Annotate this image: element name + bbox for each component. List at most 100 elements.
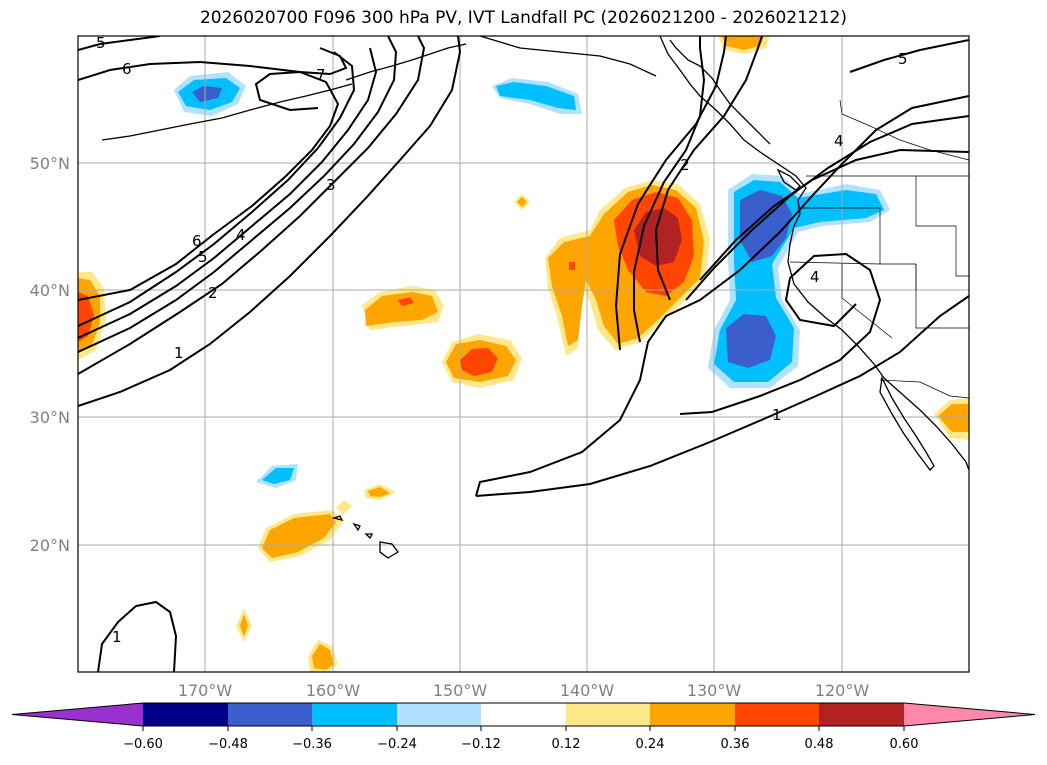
pv-contour-labels: 5 6 7 3 6 5 4 2 1 2 4 1 4 5 1 — [96, 34, 908, 646]
contour-label: 4 — [810, 268, 820, 286]
island-hawaii-1 — [379, 541, 399, 559]
lat-label: 50°N — [30, 154, 70, 173]
anomaly-patch-neg-hawaii-core — [262, 468, 294, 484]
anomaly-patch-hawaii-3 — [336, 500, 352, 514]
anomaly-main-dot — [569, 262, 575, 270]
contour-label: 1 — [772, 406, 782, 424]
colorbar-tick-label: −0.24 — [377, 737, 417, 752]
colorbar-bin — [143, 703, 228, 726]
pv-contours — [78, 36, 969, 672]
anomaly-patch-alaska-core — [722, 36, 764, 50]
anomaly-patch-hawaii-core — [262, 514, 336, 558]
pv-contour-3 — [78, 70, 340, 301]
lon-label: 170°W — [178, 681, 233, 700]
plot-area: 5 6 7 3 6 5 4 2 1 2 4 1 4 5 1 — [78, 34, 969, 672]
border-washington-oregon — [798, 207, 881, 264]
lon-label: 130°W — [687, 681, 742, 700]
map-title: 2026020700 F096 300 hPa PV, IVT Landfall… — [199, 8, 847, 28]
pv-contour-7 — [78, 47, 348, 81]
gridlines — [78, 36, 969, 672]
lon-label: 150°W — [433, 681, 488, 700]
colorbar-tick-label: 0.48 — [805, 737, 834, 752]
anomaly-patch-goa-core — [496, 82, 576, 110]
latitude-axis: 20°N 30°N 40°N 50°N — [30, 154, 70, 555]
colorbar-tick-labels: −0.60 −0.48 −0.36 −0.24 −0.12 0.12 0.24 … — [123, 737, 918, 752]
island-hawaii-2 — [352, 522, 361, 532]
colorbar-bin — [735, 703, 819, 726]
colorbar-bin — [397, 703, 481, 726]
colorbar-tick-label: −0.60 — [123, 737, 163, 752]
contour-label: 3 — [326, 176, 336, 194]
map-frame — [77, 35, 970, 673]
island-hawaii-3 — [331, 515, 344, 521]
pv-contour-trough-5 — [654, 36, 763, 301]
anomaly-patch-baja-core — [938, 404, 969, 432]
pv-contour-1-sw — [97, 600, 178, 672]
lon-label: 160°W — [306, 681, 361, 700]
longitude-axis: 170°W 160°W 150°W 140°W 130°W 120°W — [178, 681, 870, 700]
anomaly-patch-155w-center — [398, 297, 414, 306]
border-nevada-arizona — [915, 264, 969, 329]
coast-north-america — [659, 36, 969, 471]
anomaly-main-westcoast-center-n — [740, 190, 792, 262]
island-hawaii-4 — [364, 533, 374, 540]
anomaly-patch-149w-center — [460, 348, 498, 376]
colorbar-tick-label: 0.36 — [721, 737, 750, 752]
colorbar-bin — [312, 703, 397, 726]
contour-label: 4 — [834, 132, 844, 150]
lon-label: 120°W — [815, 681, 870, 700]
anomaly-diamond-145w-core — [517, 197, 527, 207]
contour-label: 4 — [236, 226, 246, 244]
contour-label: 5 — [898, 50, 908, 68]
pv-contour-cutoff-4 — [679, 252, 882, 415]
pv-contour-4 — [78, 36, 398, 353]
border-california-nevada — [841, 264, 893, 339]
anomaly-patch-south-2-core — [312, 644, 334, 670]
pv-contour-ridge-5 — [699, 148, 969, 281]
coast-alaska-peninsula — [345, 43, 467, 81]
contour-label: 2 — [680, 156, 690, 174]
anomaly-patch-155w-core — [365, 292, 438, 326]
contour-label: 6 — [192, 232, 202, 250]
contour-label: 1 — [112, 628, 122, 646]
colorbar-bin-extend-low — [12, 703, 143, 726]
lon-label: 140°W — [560, 681, 615, 700]
contour-label: 5 — [198, 248, 208, 266]
coast-gulf-alaska — [479, 36, 657, 77]
pv-contour-5-north — [849, 39, 969, 73]
pv-contour-trough-1 — [475, 95, 969, 497]
contour-label: 1 — [174, 344, 184, 362]
colorbar-tick-label: −0.36 — [292, 737, 332, 752]
anomaly-west-edge-center — [78, 292, 94, 342]
pv-contour-trough-4 — [614, 36, 727, 351]
contour-label: 2 — [208, 284, 218, 302]
colorbar-tick-label: −0.48 — [208, 737, 248, 752]
colorbar-tick-label: 0.24 — [636, 737, 665, 752]
colorbar-ticks — [142, 726, 905, 731]
political-borders — [789, 99, 969, 399]
colorbar-bin — [566, 703, 650, 726]
anomaly-patch-south-1-core — [240, 614, 248, 636]
contour-label: 5 — [96, 34, 106, 52]
colorbar-bin — [228, 703, 312, 726]
lat-label: 20°N — [30, 536, 70, 555]
border-idaho — [915, 176, 969, 277]
lat-label: 40°N — [30, 281, 70, 300]
pv-contour-5 — [78, 47, 378, 339]
colorbar-tick-label: −0.12 — [461, 737, 501, 752]
anomaly-patch-aleutian-center — [192, 86, 222, 102]
pv-contour-2 — [78, 36, 426, 375]
colorbar-tick-label: 0.12 — [552, 737, 581, 752]
anomaly-main-westcoast-center-s — [726, 314, 776, 368]
colorbar-bin — [650, 703, 735, 726]
pv-contour-6 — [78, 51, 356, 327]
pv-contour-1-south — [78, 36, 462, 407]
colorbar-bin-extend-high — [904, 703, 1035, 726]
colorbar-tick-label: 0.60 — [890, 737, 919, 752]
colorbar-bin — [819, 703, 904, 726]
colorbar-bin — [481, 703, 566, 726]
pv-contour-cutoff-1 — [475, 295, 969, 497]
colorbar: −0.60 −0.48 −0.36 −0.24 −0.12 0.12 0.24 … — [11, 702, 1036, 752]
border-us-mexico — [879, 379, 969, 399]
